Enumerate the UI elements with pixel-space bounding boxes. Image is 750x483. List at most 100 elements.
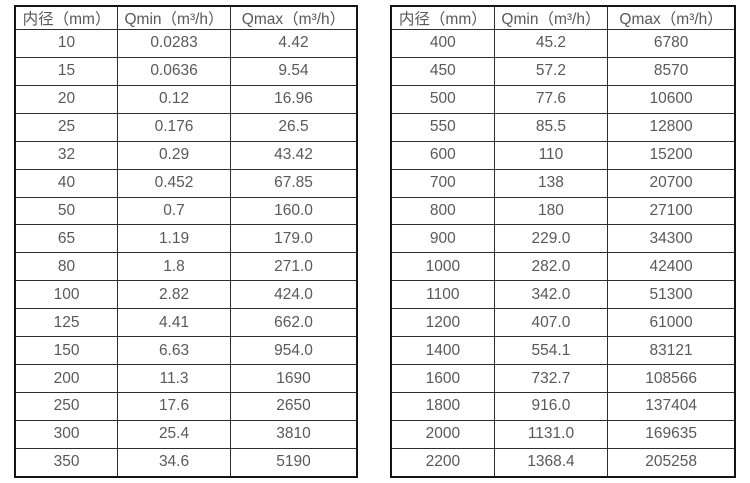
column-header: 内径（mm） bbox=[14, 5, 119, 30]
table-cell: 550 bbox=[390, 112, 495, 142]
table-cell: 138 bbox=[493, 168, 609, 198]
table-row: 2200 1368.4 205258 bbox=[390, 447, 736, 478]
table-cell: 11.3 bbox=[117, 364, 231, 393]
table-row: 450 57.2 8570 bbox=[390, 56, 736, 86]
table-row: 1200 407.0 61000 bbox=[390, 308, 736, 338]
table-cell: 65 bbox=[14, 224, 119, 254]
table-cell: 169635 bbox=[607, 419, 736, 449]
table-cell: 40 bbox=[14, 168, 119, 198]
table-cell: 26.5 bbox=[229, 112, 358, 142]
table-row: 500 77.6 10600 bbox=[390, 84, 736, 114]
table-cell: 1400 bbox=[390, 336, 495, 366]
table-row: 150 6.63 954.0 bbox=[14, 336, 358, 366]
table-cell: 662.0 bbox=[229, 308, 358, 338]
table-cell: 15 bbox=[14, 56, 119, 86]
table-row: 100 2.82 424.0 bbox=[14, 280, 358, 310]
table-cell: 300 bbox=[14, 419, 119, 449]
table-cell: 424.0 bbox=[229, 280, 358, 310]
table-cell: 3810 bbox=[229, 419, 358, 449]
table-cell: 83121 bbox=[607, 336, 736, 366]
table-cell: 732.7 bbox=[493, 364, 609, 393]
table-cell: 1600 bbox=[390, 364, 495, 393]
table-cell: 80 bbox=[14, 252, 119, 282]
table-cell: 954.0 bbox=[229, 336, 358, 366]
table-cell: 100 bbox=[14, 280, 119, 310]
table-row: 200 11.3 1690 bbox=[14, 364, 358, 393]
table-cell: 350 bbox=[14, 447, 119, 478]
table-cell: 1100 bbox=[390, 280, 495, 310]
table-cell: 900 bbox=[390, 224, 495, 254]
table-cell: 25 bbox=[14, 112, 119, 142]
table-cell: 342.0 bbox=[493, 280, 609, 310]
table-cell: 4.42 bbox=[229, 29, 358, 58]
table-cell: 200 bbox=[14, 364, 119, 393]
table-cell: 1.19 bbox=[117, 224, 231, 254]
table-cell: 1368.4 bbox=[493, 447, 609, 478]
table-cell: 6.63 bbox=[117, 336, 231, 366]
table-cell: 12800 bbox=[607, 112, 736, 142]
table-cell: 50 bbox=[14, 196, 119, 226]
table-cell: 250 bbox=[14, 391, 119, 421]
header-row: 内径（mm） Qmin（m³/h） Qmax（m³/h） bbox=[14, 5, 358, 30]
table-cell: 0.0283 bbox=[117, 29, 231, 58]
table-cell: 0.29 bbox=[117, 140, 231, 170]
table-cell: 110 bbox=[493, 140, 609, 170]
table-cell: 2.82 bbox=[117, 280, 231, 310]
table-cell: 600 bbox=[390, 140, 495, 170]
table-cell: 0.7 bbox=[117, 196, 231, 226]
table-cell: 0.452 bbox=[117, 168, 231, 198]
table-cell: 51300 bbox=[607, 280, 736, 310]
table-cell: 25.4 bbox=[117, 419, 231, 449]
table-row: 1000 282.0 42400 bbox=[390, 252, 736, 282]
table-row: 50 0.7 160.0 bbox=[14, 196, 358, 226]
table-cell: 282.0 bbox=[493, 252, 609, 282]
flow-spec-table-small-diameters: 内径（mm） Qmin（m³/h） Qmax（m³/h） 10 0.0283 4.42 15… bbox=[14, 5, 358, 478]
table-row: 10 0.0283 4.42 bbox=[14, 29, 358, 58]
table-cell: 229.0 bbox=[493, 224, 609, 254]
table-row: 2000 1131.0 169635 bbox=[390, 419, 736, 449]
table-cell: 554.1 bbox=[493, 336, 609, 366]
table-cell: 77.6 bbox=[493, 84, 609, 114]
column-header: Qmax（m³/h） bbox=[607, 5, 736, 30]
table-cell: 0.0636 bbox=[117, 56, 231, 86]
table-cell: 32 bbox=[14, 140, 119, 170]
table-cell: 57.2 bbox=[493, 56, 609, 86]
table-row: 15 0.0636 9.54 bbox=[14, 56, 358, 86]
table-row: 700 138 20700 bbox=[390, 168, 736, 198]
table-cell: 916.0 bbox=[493, 391, 609, 421]
table-cell: 407.0 bbox=[493, 308, 609, 338]
table-cell: 500 bbox=[390, 84, 495, 114]
table-row: 1800 916.0 137404 bbox=[390, 391, 736, 421]
table-row: 32 0.29 43.42 bbox=[14, 140, 358, 170]
table-row: 25 0.176 26.5 bbox=[14, 112, 358, 142]
column-header: 内径（mm） bbox=[390, 5, 495, 30]
table-cell: 700 bbox=[390, 168, 495, 198]
table-cell: 85.5 bbox=[493, 112, 609, 142]
table-cell: 10600 bbox=[607, 84, 736, 114]
table-row: 40 0.452 67.85 bbox=[14, 168, 358, 198]
table-row: 600 110 15200 bbox=[390, 140, 736, 170]
table-cell: 20 bbox=[14, 84, 119, 114]
table-cell: 1200 bbox=[390, 308, 495, 338]
table-cell: 43.42 bbox=[229, 140, 358, 170]
table-row: 80 1.8 271.0 bbox=[14, 252, 358, 282]
table-cell: 17.6 bbox=[117, 391, 231, 421]
header-row: 内径（mm） Qmin（m³/h） Qmax（m³/h） bbox=[390, 5, 736, 30]
table-cell: 16.96 bbox=[229, 84, 358, 114]
table-row: 20 0.12 16.96 bbox=[14, 84, 358, 114]
table-row: 800 180 27100 bbox=[390, 196, 736, 226]
table-row: 250 17.6 2650 bbox=[14, 391, 358, 421]
table-cell: 34.6 bbox=[117, 447, 231, 478]
table-cell: 205258 bbox=[607, 447, 736, 478]
column-header: Qmax（m³/h） bbox=[229, 5, 358, 30]
table-cell: 1800 bbox=[390, 391, 495, 421]
table-cell: 1690 bbox=[229, 364, 358, 393]
table-cell: 450 bbox=[390, 56, 495, 86]
table-cell: 137404 bbox=[607, 391, 736, 421]
table-cell: 800 bbox=[390, 196, 495, 226]
table-row: 900 229.0 34300 bbox=[390, 224, 736, 254]
column-header: Qmin（m³/h） bbox=[117, 5, 231, 30]
table-cell: 42400 bbox=[607, 252, 736, 282]
table-row: 400 45.2 6780 bbox=[390, 29, 736, 58]
